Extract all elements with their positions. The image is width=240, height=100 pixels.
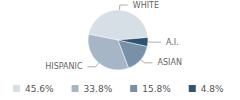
svg-text:15.8%: 15.8% [142, 84, 171, 94]
svg-text:4.8%: 4.8% [201, 84, 224, 94]
svg-text:A.I.: A.I. [166, 38, 179, 47]
svg-text:ASIAN: ASIAN [158, 58, 182, 67]
svg-text:WHITE: WHITE [133, 1, 159, 10]
svg-text:HISPANIC: HISPANIC [45, 62, 83, 71]
svg-text:33.8%: 33.8% [84, 84, 113, 94]
svg-text:45.6%: 45.6% [25, 84, 54, 94]
